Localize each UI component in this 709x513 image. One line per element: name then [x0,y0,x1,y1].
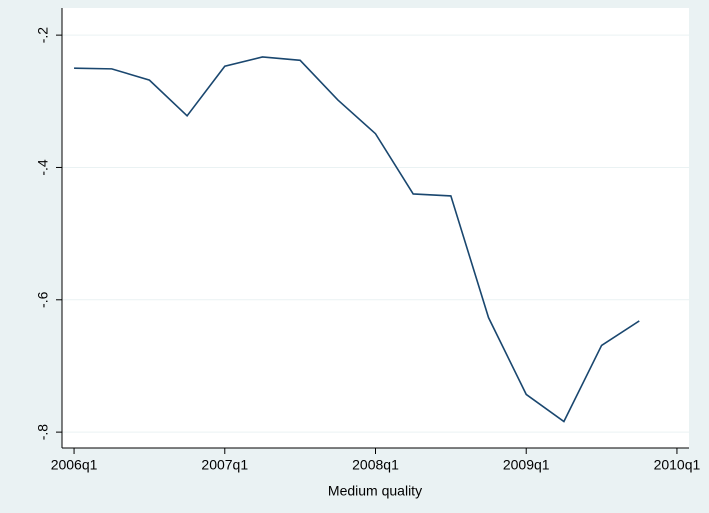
x-tick-label: 2007q1 [201,457,248,473]
x-tick-label: 2009q1 [503,457,550,473]
data-line [74,56,640,423]
x-axis-label: Medium quality [328,483,422,499]
x-tick-label: 2006q1 [51,457,98,473]
y-tick-label: -.2 [35,27,51,44]
y-tick-label: -.4 [35,159,51,176]
plot-area [62,8,689,448]
x-tick-label: 2010q1 [654,457,701,473]
x-tick-label: 2008q1 [352,457,399,473]
y-tick-label: -.6 [35,291,51,308]
y-tick-label: -.8 [35,424,51,441]
